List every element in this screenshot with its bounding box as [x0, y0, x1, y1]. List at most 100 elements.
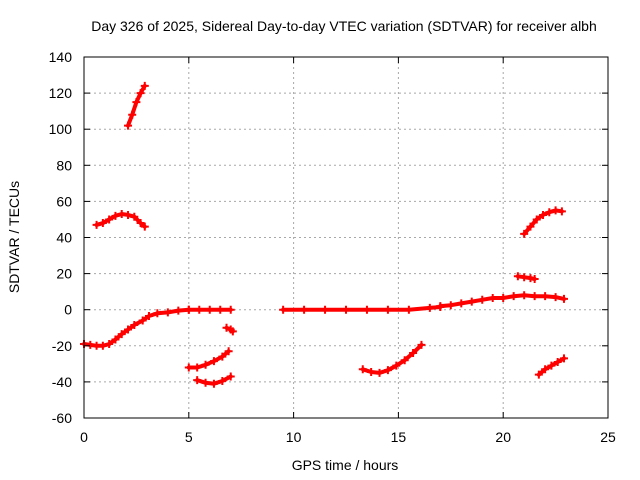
x-tick-label: 5 [185, 429, 193, 445]
series-arc-11 [513, 272, 539, 284]
data-point [140, 222, 149, 231]
series-arc-9 [436, 291, 568, 311]
chart-title: Day 326 of 2025, Sidereal Day-to-day VTE… [91, 18, 597, 34]
data-point [545, 208, 554, 217]
data-point [98, 341, 107, 350]
y-tick-label: 40 [56, 230, 72, 246]
data-point [124, 121, 133, 130]
x-tick-label: 20 [495, 429, 511, 445]
series-arc-5 [184, 347, 233, 372]
data-point [124, 325, 133, 334]
data-point [224, 347, 233, 356]
x-tick-label: 10 [286, 429, 302, 445]
series-arc-2 [184, 305, 235, 314]
data-point [279, 305, 288, 314]
y-tick-label: 0 [64, 302, 72, 318]
data-point [184, 305, 193, 314]
data-point [201, 360, 210, 369]
data-point [222, 323, 231, 332]
data-series [80, 81, 568, 388]
data-point [425, 303, 434, 312]
series-arc-10 [358, 340, 426, 377]
x-tick-label: 0 [80, 429, 88, 445]
series-arc-1 [80, 305, 193, 350]
data-point [358, 365, 367, 374]
data-point [136, 89, 145, 98]
data-point [400, 356, 409, 365]
data-point [136, 219, 145, 228]
data-point [551, 293, 560, 302]
data-point [362, 305, 371, 314]
data-point [478, 295, 487, 304]
data-point [530, 292, 539, 301]
data-point [218, 376, 227, 385]
data-point [383, 366, 392, 375]
data-point [539, 210, 548, 219]
data-point [436, 302, 445, 311]
data-point [130, 212, 139, 221]
data-point [367, 367, 376, 376]
y-tick-label: 140 [49, 49, 73, 65]
data-point [209, 379, 218, 388]
data-point [534, 370, 543, 379]
series-arc-7 [222, 323, 237, 336]
data-point [193, 363, 202, 372]
data-point [138, 316, 147, 325]
x-tick-label: 25 [600, 429, 616, 445]
data-point [140, 81, 149, 90]
data-point [409, 349, 418, 358]
series-arc-12 [520, 206, 566, 238]
data-point [392, 361, 401, 370]
data-point [417, 340, 426, 349]
data-point [144, 312, 153, 321]
data-point [228, 327, 237, 336]
data-point [383, 305, 392, 314]
x-axis-label: GPS time / hours [292, 457, 399, 473]
data-point [98, 219, 107, 228]
data-point [532, 215, 541, 224]
data-point [342, 305, 350, 314]
data-point [375, 368, 384, 377]
data-point [509, 292, 518, 301]
data-point [553, 358, 562, 367]
y-tick-label: 20 [56, 266, 72, 282]
data-point [226, 372, 235, 381]
y-tick-label: 60 [56, 193, 72, 209]
data-point [195, 305, 204, 314]
data-point [530, 275, 539, 284]
data-point [105, 339, 114, 348]
data-point [205, 305, 214, 314]
data-point [547, 361, 556, 370]
data-point [184, 363, 193, 372]
y-tick-label: -60 [52, 410, 72, 426]
data-point [541, 365, 550, 374]
data-point [128, 110, 137, 119]
series-line [82, 307, 191, 348]
data-point [499, 293, 508, 302]
data-point [209, 357, 218, 366]
data-point [541, 292, 550, 301]
data-point [559, 354, 568, 363]
data-point [457, 299, 466, 308]
data-point [163, 308, 172, 317]
y-tick-label: 120 [49, 85, 73, 101]
data-point [216, 305, 225, 314]
y-tick-label: -40 [52, 374, 72, 390]
data-point [520, 291, 529, 300]
series-arc-8 [279, 302, 445, 314]
axis-ticks: 0 5 10 15 20 25 -60 -40 -20 0 20 40 60 80 100 120 140 [49, 49, 616, 445]
data-point [132, 98, 141, 107]
data-point [520, 229, 529, 238]
series-arc-4 [124, 81, 149, 130]
y-axis-label: SDTVAR / TECUs [6, 181, 22, 293]
data-point [321, 305, 330, 314]
data-point [92, 220, 101, 229]
data-point [105, 215, 114, 224]
data-point [404, 305, 413, 314]
data-point [446, 301, 455, 310]
data-point [218, 352, 227, 361]
data-point [559, 294, 568, 303]
data-point [467, 297, 476, 306]
data-point [300, 305, 309, 314]
